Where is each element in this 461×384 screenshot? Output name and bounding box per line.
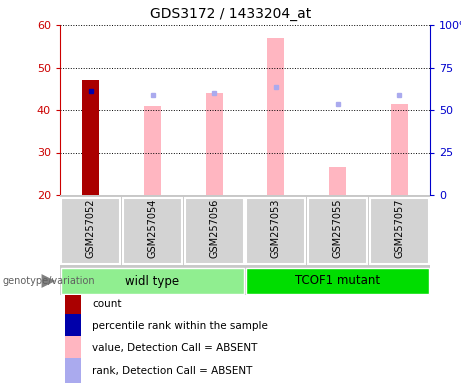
Text: genotype/variation: genotype/variation — [2, 276, 95, 286]
Text: GSM257054: GSM257054 — [148, 199, 158, 258]
Bar — [329, 167, 346, 195]
Bar — [370, 198, 429, 264]
Bar — [267, 38, 284, 195]
Text: TCOF1 mutant: TCOF1 mutant — [295, 275, 380, 288]
Bar — [61, 198, 120, 264]
Bar — [246, 268, 429, 294]
Text: GSM257056: GSM257056 — [209, 199, 219, 258]
Text: GDS3172 / 1433204_at: GDS3172 / 1433204_at — [150, 7, 311, 21]
Bar — [184, 198, 244, 264]
Bar — [65, 358, 81, 383]
Bar — [144, 106, 161, 195]
Bar — [123, 198, 182, 264]
Text: count: count — [92, 299, 122, 309]
Text: rank, Detection Call = ABSENT: rank, Detection Call = ABSENT — [92, 366, 253, 376]
Bar — [61, 268, 244, 294]
Bar — [246, 198, 306, 264]
Polygon shape — [41, 274, 55, 288]
Text: GSM257055: GSM257055 — [332, 199, 343, 258]
Bar — [65, 291, 81, 316]
Bar — [82, 80, 100, 195]
Bar — [390, 104, 408, 195]
Text: value, Detection Call = ABSENT: value, Detection Call = ABSENT — [92, 343, 258, 353]
Text: widl type: widl type — [125, 275, 180, 288]
Bar — [65, 336, 81, 361]
Bar — [308, 198, 367, 264]
Text: percentile rank within the sample: percentile rank within the sample — [92, 321, 268, 331]
Bar — [206, 93, 223, 195]
Text: GSM257057: GSM257057 — [394, 199, 404, 258]
Bar — [65, 314, 81, 339]
Text: GSM257052: GSM257052 — [86, 199, 96, 258]
Text: GSM257053: GSM257053 — [271, 199, 281, 258]
